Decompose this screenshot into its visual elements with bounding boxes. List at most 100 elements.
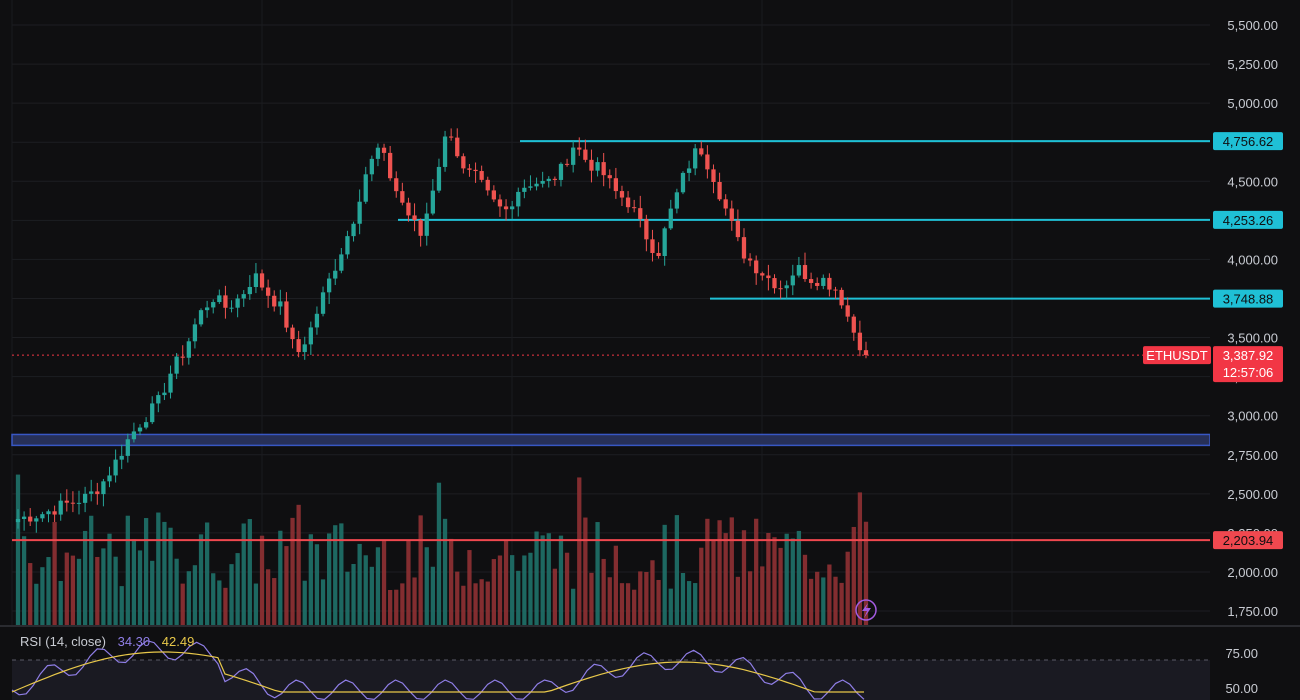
volume-bar <box>839 582 844 625</box>
candle-body <box>381 147 387 153</box>
volume-bar <box>564 552 570 625</box>
candle-body <box>107 475 112 482</box>
candle-body <box>479 171 484 180</box>
candle-body <box>21 516 27 519</box>
volume-bar <box>369 566 374 625</box>
candle-body <box>351 223 356 237</box>
price-tick-label: 5,250.00 <box>1227 57 1278 72</box>
volume-bar <box>113 556 118 625</box>
volume-bar <box>638 571 643 625</box>
candle-body <box>28 516 33 522</box>
candle-body <box>259 273 265 288</box>
candle-body <box>595 162 600 171</box>
volume-bar <box>680 572 686 625</box>
candle-body <box>418 220 423 236</box>
volume-bar <box>28 563 33 625</box>
price-tick-label: 5,500.00 <box>1227 18 1278 33</box>
candle-body <box>552 178 557 180</box>
volume-bar <box>497 555 503 625</box>
rsi-tick-label: 50.00 <box>1225 681 1258 696</box>
volume-bar <box>534 531 539 625</box>
candle-body <box>101 481 106 495</box>
level-badge <box>1213 132 1283 151</box>
volume-bar <box>528 552 533 625</box>
volume-bar <box>479 579 484 625</box>
candle-body <box>253 273 259 288</box>
volume-bar <box>717 520 722 625</box>
candle-body <box>686 168 692 173</box>
candle-body <box>516 191 521 207</box>
candle-body <box>802 265 808 280</box>
volume-bar <box>473 583 478 625</box>
volume-bar <box>64 552 69 625</box>
candle-body <box>571 147 576 165</box>
volume-bar <box>76 558 82 625</box>
candle-body <box>778 288 783 290</box>
volume-bar <box>272 578 277 625</box>
candle-body <box>40 514 45 519</box>
candle-body <box>455 137 460 157</box>
candle-body <box>857 332 863 351</box>
volume-bar <box>766 532 771 625</box>
candle-body <box>625 197 631 208</box>
candle-body <box>320 292 326 314</box>
candle-body <box>143 422 149 428</box>
candle-body <box>229 307 234 309</box>
volume-bar <box>583 517 588 625</box>
volume-bar <box>162 521 167 625</box>
candle-body <box>113 459 118 476</box>
candle-body <box>613 178 619 192</box>
candle-body <box>375 147 381 159</box>
price-tick-label: 3,000.00 <box>1227 409 1278 424</box>
candle-body <box>296 339 301 353</box>
volume-bar <box>699 547 704 625</box>
volume-bar <box>400 583 405 625</box>
candle-body <box>186 341 191 358</box>
candle-body <box>449 136 454 138</box>
candle-body <box>162 392 167 396</box>
volume-bar <box>863 521 869 625</box>
volume-bar <box>253 583 259 625</box>
volume-bar <box>540 535 545 625</box>
symbol-badge <box>1143 346 1211 365</box>
volume-bar <box>40 567 45 625</box>
candle-body <box>76 502 82 504</box>
grid <box>11 0 1210 625</box>
horizontal-levels[interactable] <box>12 140 1210 542</box>
volume-bar <box>754 518 759 625</box>
volume-bar <box>58 580 63 625</box>
candle-body <box>668 208 673 229</box>
candle-body <box>540 180 545 184</box>
current-price-badge <box>1213 346 1283 383</box>
level-badge-label: 2,203.94 <box>1223 533 1274 548</box>
candle-body <box>272 295 277 307</box>
volume-bar <box>95 556 100 625</box>
volume-bar <box>558 535 564 625</box>
volume-bar <box>705 518 710 625</box>
volume-bar <box>662 524 667 625</box>
volume-bar <box>406 539 411 625</box>
candle-body <box>424 213 429 236</box>
candle-body <box>247 287 252 295</box>
symbol-badge-label: ETHUSDT <box>1146 348 1207 363</box>
volume-bar <box>802 554 808 625</box>
volume-bar <box>278 530 283 625</box>
volume-bar <box>613 545 619 625</box>
volume-bar <box>412 577 417 625</box>
current-price-label: 3,387.92 <box>1223 348 1274 363</box>
volume-bar <box>211 573 216 625</box>
volume-bar <box>351 563 356 625</box>
candle-body <box>662 228 667 257</box>
candle-body <box>357 201 362 224</box>
candle-body <box>15 518 21 523</box>
volume-bar <box>436 482 442 625</box>
candle-body <box>400 191 405 203</box>
candle-body <box>601 162 606 176</box>
volume-bar <box>302 580 307 625</box>
candle-body <box>461 156 466 169</box>
candle-body <box>284 301 289 328</box>
candle-body <box>491 190 496 200</box>
candle-body <box>46 511 51 515</box>
candle-body <box>619 191 625 198</box>
